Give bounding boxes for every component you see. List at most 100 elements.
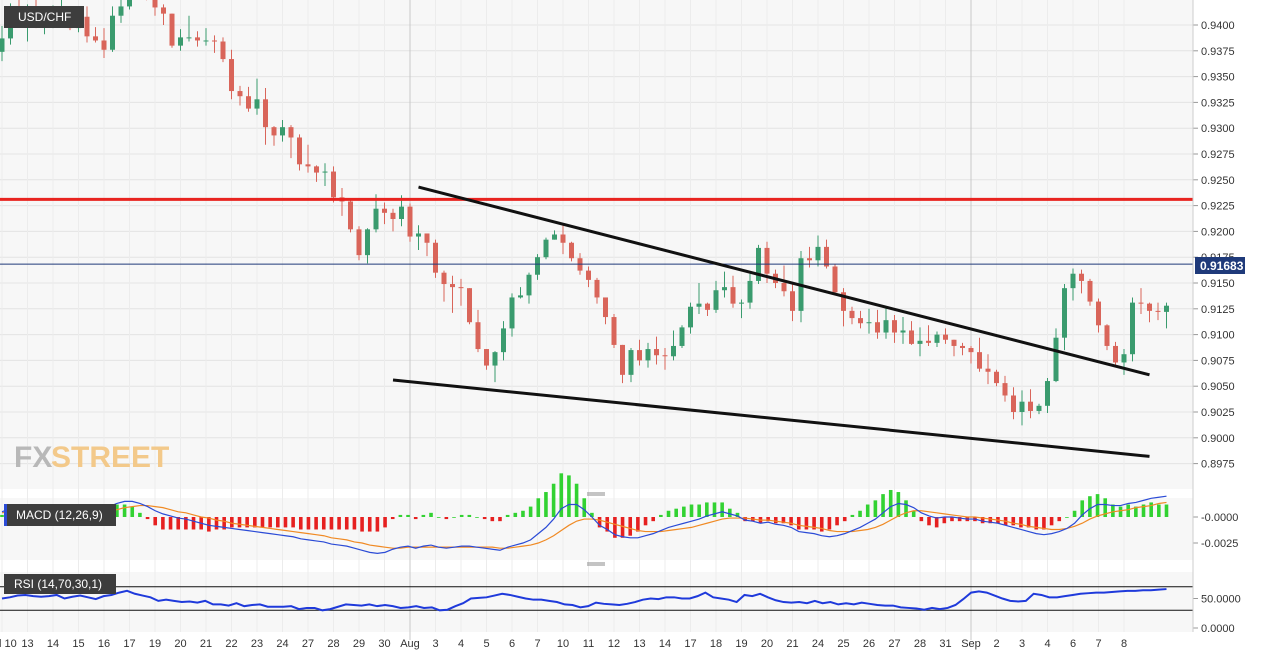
macd-histogram-bar — [567, 475, 571, 517]
macd-histogram-bar — [667, 511, 671, 517]
price-axis-label: 0.9150 — [1201, 278, 1235, 290]
macd-histogram-bar — [1119, 507, 1123, 517]
candle-body — [93, 36, 98, 40]
candle-body — [433, 243, 438, 273]
macd-tag: MACD (12,26,9) — [4, 504, 116, 526]
time-axis-label-14: 14 — [47, 638, 59, 650]
price-axis-label: 0.9275 — [1201, 149, 1235, 161]
macd-histogram-bar — [720, 502, 724, 517]
candle-body — [960, 346, 965, 348]
macd-histogram-bar — [506, 515, 510, 517]
macd-histogram-bar — [307, 517, 311, 529]
candle-body — [994, 372, 999, 383]
candle-body — [824, 247, 829, 267]
macd-histogram-bar — [376, 517, 380, 532]
candle-body — [323, 172, 328, 173]
candle-body — [476, 322, 481, 349]
candle-body — [926, 341, 931, 343]
candle-body — [765, 248, 770, 274]
macd-histogram-bar — [774, 517, 778, 523]
candle-body — [467, 288, 472, 322]
time-axis-label-3: 3 — [1019, 638, 1025, 650]
candle-body — [391, 213, 396, 219]
macd-histogram-bar — [391, 517, 395, 519]
macd-histogram-bar — [261, 517, 265, 527]
macd-histogram-bar — [161, 517, 165, 529]
candle-body — [544, 240, 549, 258]
time-axis-label-27: 27 — [302, 638, 314, 650]
candle-body — [170, 14, 175, 46]
candle-body — [1122, 354, 1127, 362]
macd-histogram-bar — [314, 517, 318, 529]
macd-histogram-bar — [621, 517, 625, 538]
candle-body — [654, 349, 659, 355]
macd-histogram-bar — [345, 517, 349, 529]
candle-body — [722, 287, 727, 290]
macd-histogram-bar — [498, 517, 502, 521]
macd-histogram-bar — [1011, 517, 1015, 525]
macd-histogram-bar — [330, 517, 334, 529]
macd-histogram-bar — [690, 505, 694, 517]
time-axis-label-28: 28 — [327, 638, 339, 650]
macd-histogram-bar — [575, 484, 579, 517]
candle-body — [782, 283, 787, 291]
candle-body — [365, 229, 370, 255]
macd-histogram-bar — [483, 517, 487, 519]
candle-body — [195, 37, 200, 40]
candle-body — [663, 355, 668, 356]
time-axis-label-10: 10 — [557, 638, 569, 650]
time-axis-label-20: 20 — [174, 638, 186, 650]
candle-body — [314, 166, 319, 172]
macd-histogram-bar — [215, 517, 219, 529]
rsi-axis-label: 0.0000 — [1201, 623, 1235, 635]
macd-histogram-bar — [192, 517, 196, 529]
time-axis-label-24: 24 — [276, 638, 288, 650]
macd-histogram-bar — [851, 515, 855, 517]
candle-body — [1139, 303, 1144, 304]
time-axis-label-13: 13 — [633, 638, 645, 650]
candle-body — [510, 297, 515, 328]
candle-body — [212, 40, 217, 41]
macd-histogram-bar — [138, 513, 142, 517]
macd-histogram-bar — [582, 498, 586, 517]
macd-histogram-bar — [1073, 511, 1077, 517]
macd-histogram-bar — [651, 517, 655, 521]
candle-body — [714, 290, 719, 310]
time-axis-label-19: 19 — [735, 638, 747, 650]
macd-histogram-bar — [406, 515, 410, 517]
candle-body — [374, 209, 379, 230]
time-axis-label-7: 7 — [1095, 638, 1101, 650]
candle-body — [1011, 395, 1016, 412]
bearish-candle — [331, 166, 336, 202]
candle-body — [399, 207, 404, 219]
macd-histogram-bar — [644, 517, 648, 525]
macd-histogram-bar — [705, 502, 709, 517]
candle-body — [739, 303, 744, 304]
candle-body — [416, 233, 421, 236]
macd-histogram-bar — [927, 517, 931, 525]
macd-histogram-bar — [858, 511, 862, 517]
time-axis-label-21: 21 — [786, 638, 798, 650]
macd-histogram-bar — [659, 515, 663, 517]
candle-body — [255, 99, 260, 108]
candle-body — [595, 280, 600, 298]
candle-body — [1156, 311, 1161, 312]
candle-body — [680, 327, 685, 346]
macd-axis-label: -0.0025 — [1201, 538, 1238, 550]
bullish-candle — [1130, 297, 1135, 361]
time-axis-label-31: 31 — [939, 638, 951, 650]
time-axis-label-29: 29 — [353, 638, 365, 650]
bearish-candle — [408, 204, 413, 242]
price-axis-label: 0.9050 — [1201, 381, 1235, 393]
macd-histogram-bar — [284, 517, 288, 527]
macd-histogram-bar — [636, 517, 640, 532]
price-axis-label: 0.9025 — [1201, 407, 1235, 419]
price-panel-bg — [0, 0, 1193, 489]
candle-body — [484, 349, 489, 366]
candle-body — [119, 6, 124, 15]
time-axis-label-18: 18 — [710, 638, 722, 650]
candle-body — [280, 127, 285, 135]
candle-body — [1130, 303, 1135, 355]
time-axis-label-19: 19 — [149, 638, 161, 650]
time-axis-label-3: 3 — [432, 638, 438, 650]
